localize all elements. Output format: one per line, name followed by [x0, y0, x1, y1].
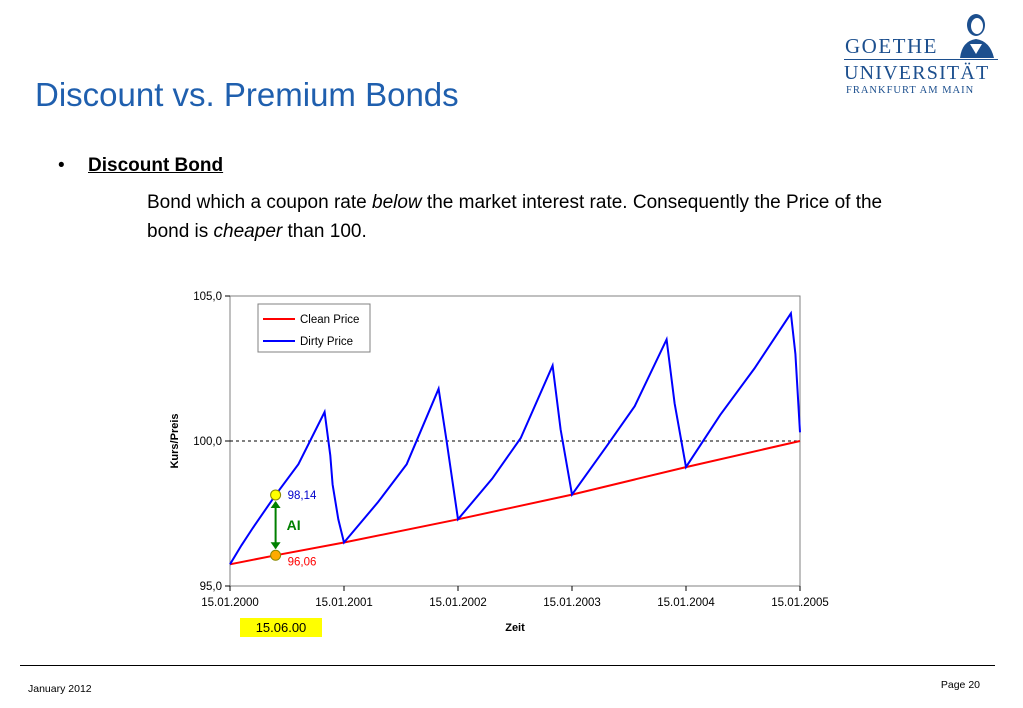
- price-marker-1: [270, 549, 282, 561]
- bullet-heading: Discount Bond: [88, 155, 224, 176]
- x-tick-label: 15.01.2001: [315, 597, 373, 609]
- annotation-layer: AI 98,14 96,06: [270, 489, 317, 568]
- x-tick-label: 15.01.2002: [429, 597, 487, 609]
- footer-divider: [20, 665, 995, 666]
- university-logo: GOETHE UNIVERSITÄT FRANKFURT AM MAIN: [838, 8, 1003, 96]
- bullet-paragraph: Bond which a coupon rate below the marke…: [147, 192, 883, 242]
- x-tick-label: 15.01.2004: [657, 597, 715, 609]
- ai-arrowhead-down: [270, 542, 281, 550]
- bullet-marker: •: [58, 155, 65, 176]
- highlight-date-label: 15.06.00: [256, 620, 307, 635]
- footer-page-number: Page 20: [940, 679, 980, 691]
- price-marker-0: [270, 489, 282, 501]
- x-tick-label: 15.01.2005: [771, 597, 829, 609]
- legend-label-clean: Clean Price: [300, 314, 359, 326]
- y-tick-label: 95,0: [200, 581, 222, 593]
- emphasis-below: below: [372, 192, 422, 213]
- ai-label: AI: [287, 517, 301, 533]
- chart-legend: Clean Price Dirty Price: [257, 303, 371, 353]
- x-axis-label: Zeit: [505, 622, 525, 634]
- logo-text-universitaet: UNIVERSITÄT: [844, 62, 990, 84]
- slide-title: Discount vs. Premium Bonds: [35, 76, 459, 113]
- x-tick-label: 15.01.2000: [201, 597, 259, 609]
- logo-divider: [844, 59, 998, 60]
- price-marker-label-1: 96,06: [288, 556, 317, 568]
- y-axis-ticks: 95,0 100,0 105,0: [193, 291, 230, 593]
- highlight-date-background: [240, 618, 322, 637]
- series-line-dirty-price: [229, 310, 801, 565]
- ai-arrowhead-up: [270, 500, 281, 508]
- legend-box: [257, 303, 371, 353]
- goethe-portrait-icon: [960, 14, 994, 58]
- footer-date: January 2012: [28, 683, 92, 695]
- emphasis-cheaper: cheaper: [213, 221, 283, 242]
- x-axis-ticks: 15.01.2000 15.01.2001 15.01.2002 15.01.2003…: [201, 586, 829, 609]
- logo-text-city: FRANKFURT AM MAIN: [846, 85, 975, 96]
- y-tick-label: 100,0: [193, 436, 222, 448]
- price-marker-label-0: 98,14: [288, 490, 317, 502]
- y-axis-label: Kurs/Preis: [169, 413, 181, 468]
- logo-text-goethe: GOETHE: [845, 34, 938, 58]
- legend-label-dirty: Dirty Price: [300, 336, 353, 348]
- x-tick-label: 15.01.2003: [543, 597, 601, 609]
- y-tick-label: 105,0: [193, 291, 222, 303]
